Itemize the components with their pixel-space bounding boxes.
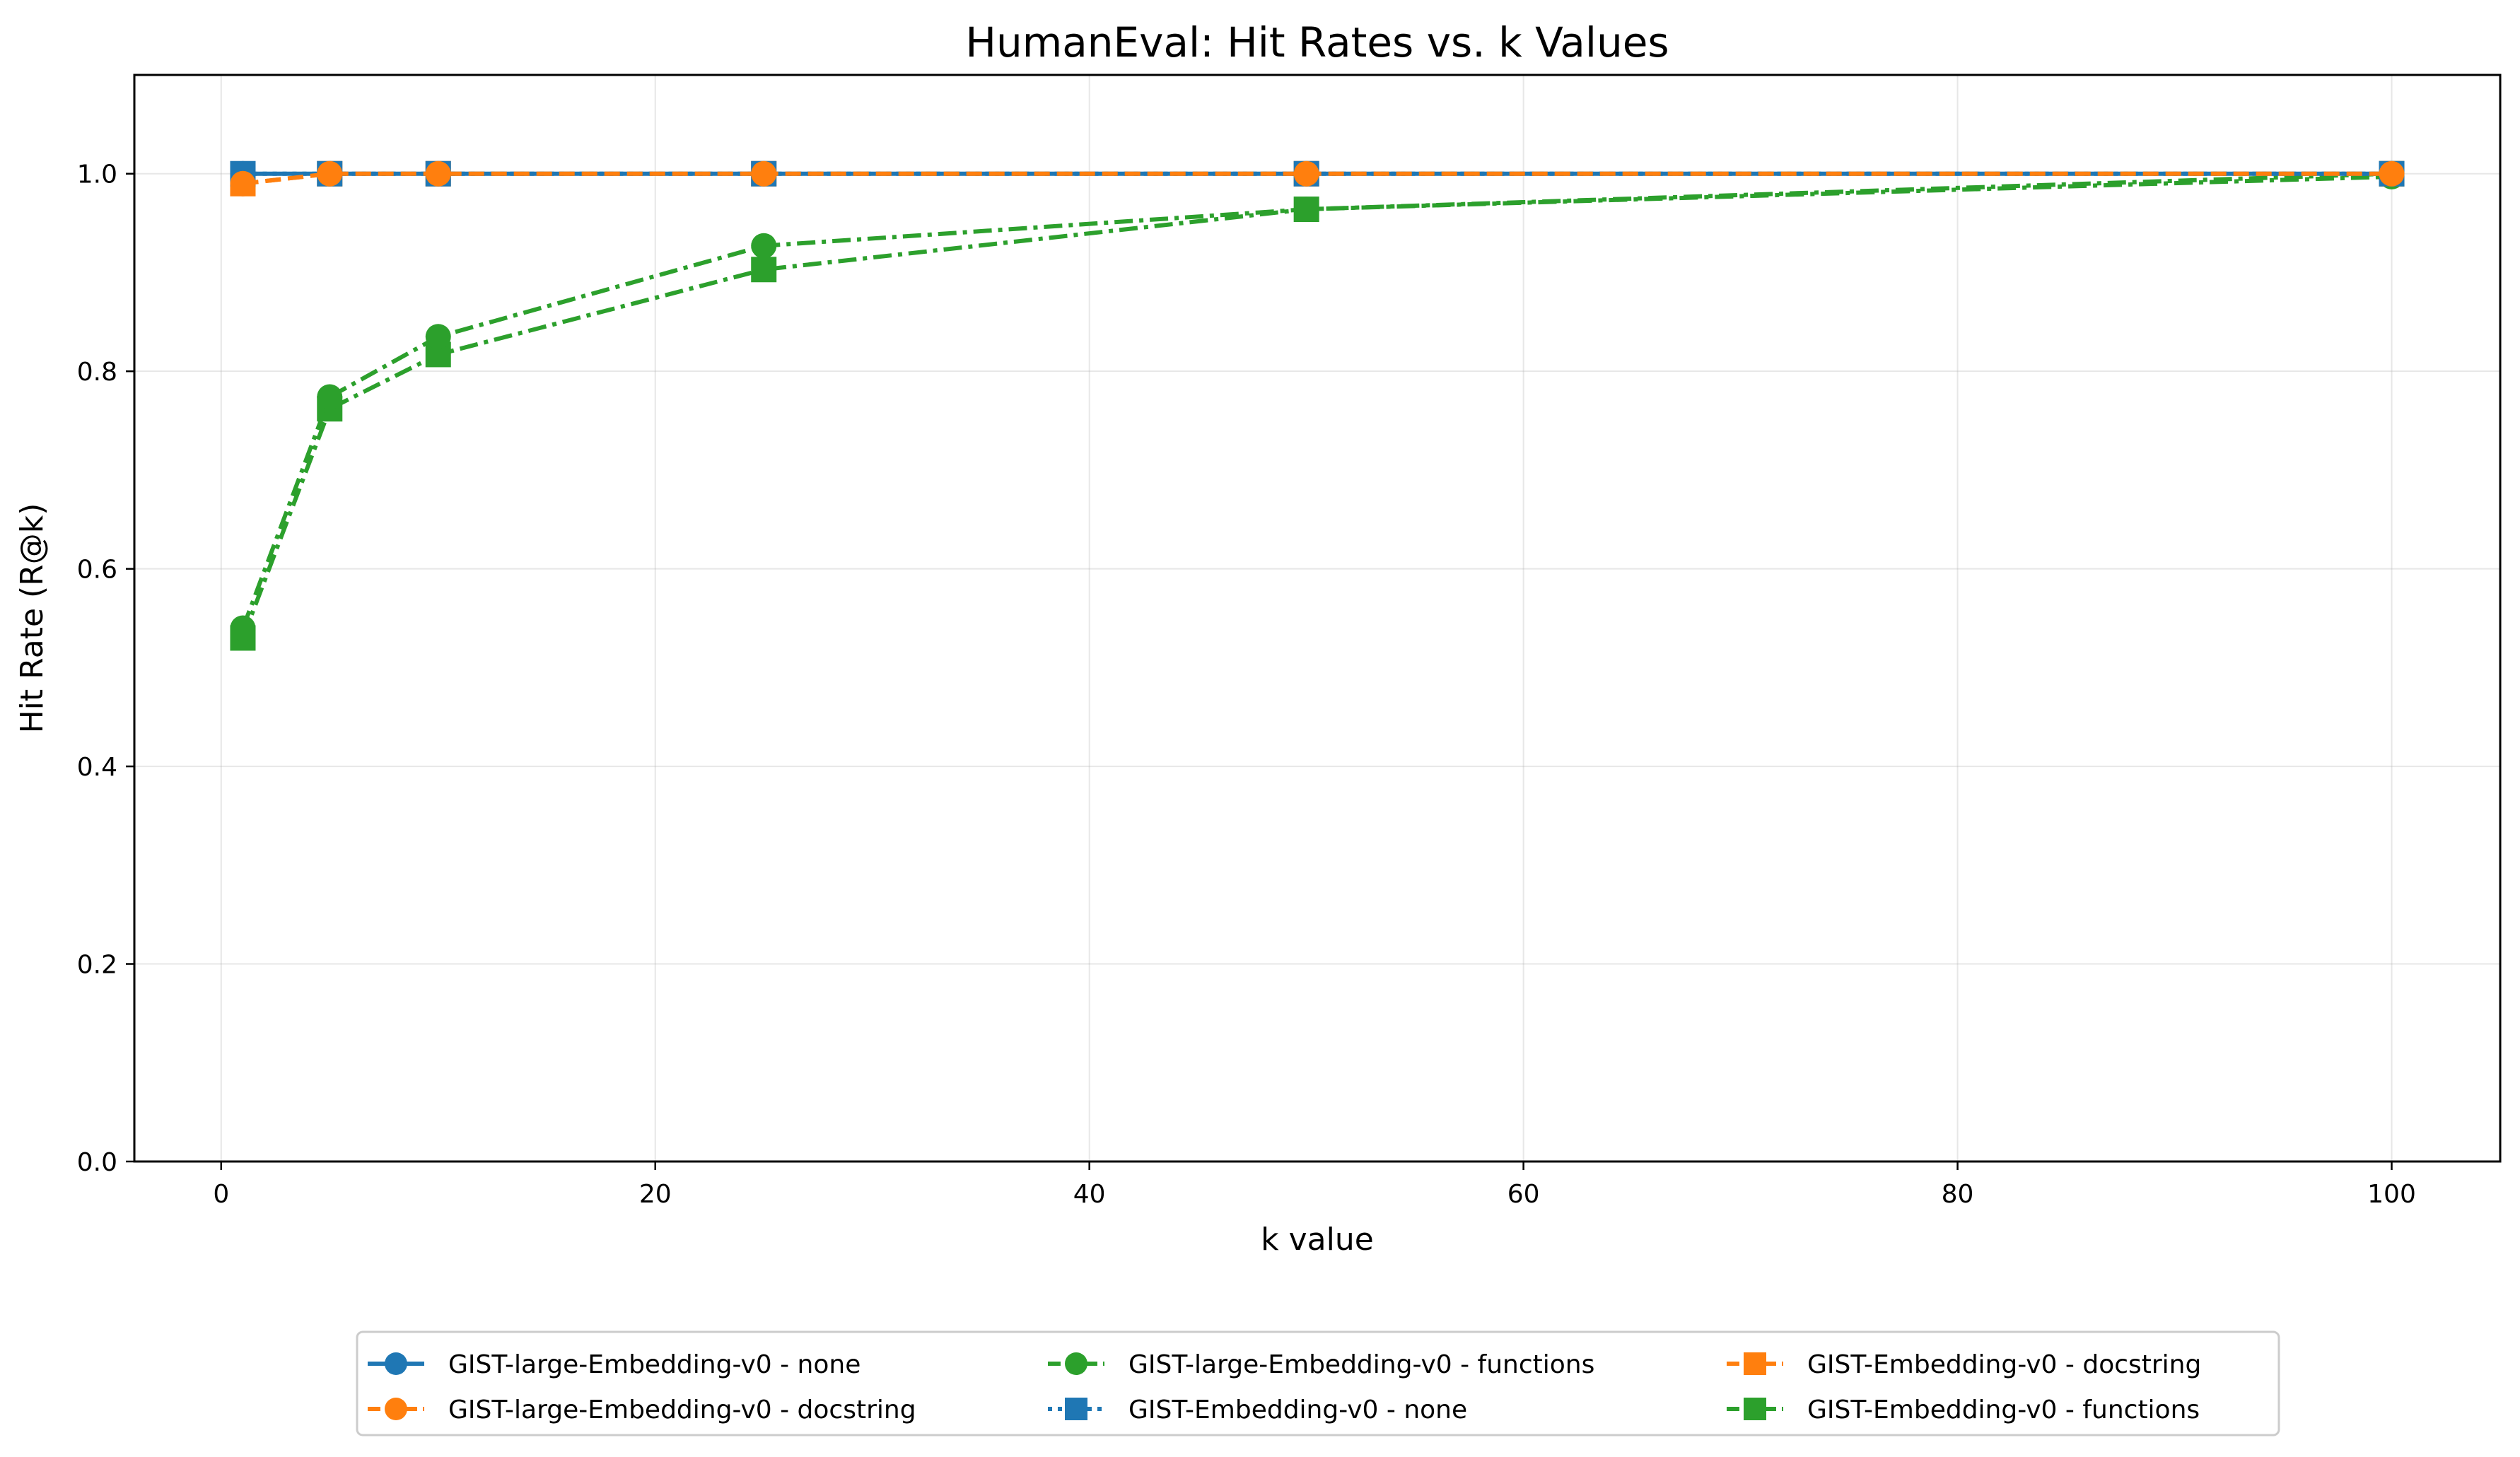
legend-item: GIST-Embedding-v0 - functions [1727,1395,2200,1424]
x-tick-label: 60 [1507,1180,1540,1209]
series-layer [230,160,2405,651]
chart-title: HumanEval: Hit Rates vs. k Values [965,18,1669,66]
tick-layer: 0 20 40 60 80 100 0.0 0.2 0.4 0.6 0.8 1.0 [77,160,2416,1209]
data-point [317,384,343,410]
legend-marker [1065,1352,1087,1375]
x-tick-label: 80 [1942,1180,1974,1209]
data-point [1293,197,1319,223]
series-group [230,160,2405,197]
legend-marker [385,1352,407,1375]
data-point [425,324,451,350]
y-tick-label: 0.4 [77,753,117,782]
legend-label: GIST-Embedding-v0 - functions [1807,1395,2200,1424]
series-line [243,171,2392,186]
x-tick-label: 0 [213,1180,229,1209]
data-point [317,160,343,187]
x-tick-label: 40 [1073,1180,1106,1209]
plot-frame [133,74,2502,1163]
data-point [425,160,451,187]
legend-marker [1744,1398,1766,1420]
series-line [240,174,2392,629]
x-tick-label: 100 [2367,1180,2416,1209]
y-tick-label: 0.8 [77,358,117,387]
y-axis-label: Hit Rate (R@k) [14,503,50,734]
legend-label: GIST-large-Embedding-v0 - none [448,1350,861,1379]
data-point [230,170,256,197]
legend-marker [1065,1398,1087,1420]
legend-label: GIST-large-Embedding-v0 - docstring [448,1395,916,1424]
x-tick-label: 20 [639,1180,672,1209]
legend-item: GIST-large-Embedding-v0 - docstring [368,1395,916,1424]
legend-item: GIST-Embedding-v0 - docstring [1727,1350,2201,1379]
legend-label: GIST-Embedding-v0 - none [1128,1395,1467,1424]
legend-item: GIST-large-Embedding-v0 - none [368,1350,861,1379]
data-point [1293,160,1319,187]
y-tick-label: 1.0 [77,160,117,189]
legend-label: GIST-large-Embedding-v0 - functions [1128,1350,1594,1379]
legend-marker [385,1398,407,1420]
legend-label: GIST-Embedding-v0 - docstring [1807,1350,2201,1379]
y-tick-label: 0.6 [77,556,117,585]
y-tick-label: 0.2 [77,951,117,980]
legend: GIST-large-Embedding-v0 - none GIST-large… [356,1330,2280,1436]
legend-marker [1744,1352,1766,1375]
legend-item: GIST-Embedding-v0 - none [1048,1395,1467,1424]
x-axis-label: k value [1261,1222,1374,1258]
series-line [240,171,2392,639]
legend-item: GIST-large-Embedding-v0 - functions [1048,1350,1594,1379]
data-point [230,615,256,641]
data-point [2379,160,2405,187]
y-tick-label: 0.0 [77,1148,117,1177]
data-point [751,233,777,259]
data-point [751,257,777,283]
data-point [751,160,777,187]
legend-frame [356,1330,2280,1436]
